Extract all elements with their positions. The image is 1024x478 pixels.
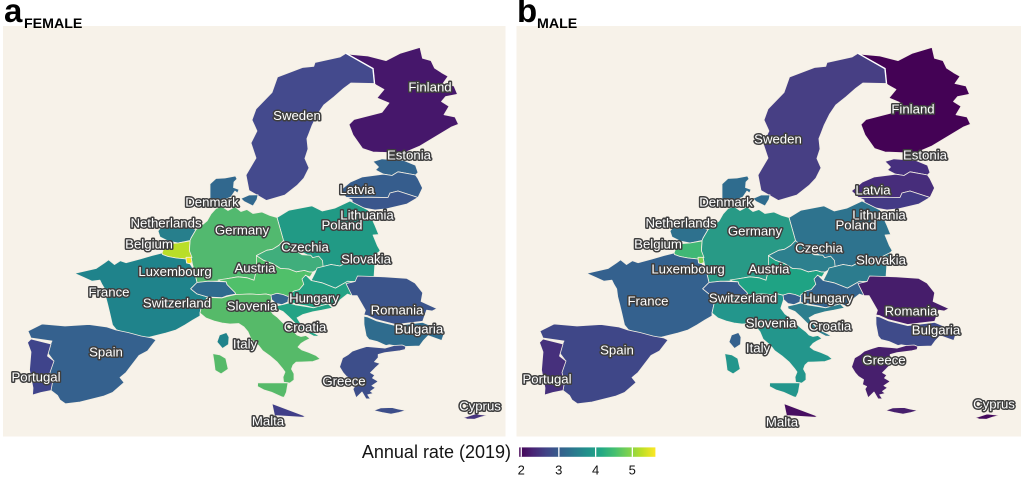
svg-text:Croatia: Croatia (809, 319, 852, 334)
svg-text:Finland: Finland (891, 102, 934, 117)
svg-text:Spain: Spain (89, 345, 123, 360)
svg-text:France: France (88, 285, 129, 300)
svg-text:Austria: Austria (748, 262, 790, 277)
svg-text:Slovakia: Slovakia (341, 252, 392, 267)
svg-text:4: 4 (592, 463, 599, 478)
svg-text:Lithuania: Lithuania (340, 208, 394, 223)
svg-text:Italy: Italy (746, 341, 771, 356)
svg-text:5: 5 (629, 463, 636, 478)
svg-text:Annual rate (2019): Annual rate (2019) (362, 442, 511, 462)
svg-text:Finland: Finland (408, 80, 451, 95)
svg-text:Denmark: Denmark (185, 195, 239, 210)
svg-text:Slovenia: Slovenia (746, 316, 797, 331)
svg-text:Cyprus: Cyprus (459, 399, 501, 414)
svg-text:MALE: MALE (537, 16, 577, 32)
svg-text:b: b (517, 0, 537, 29)
svg-text:Luxembourg: Luxembourg (138, 264, 211, 279)
svg-text:Netherlands: Netherlands (130, 216, 202, 231)
svg-text:Lithuania: Lithuania (852, 208, 906, 223)
svg-text:Hungary: Hungary (289, 291, 339, 306)
svg-text:Romania: Romania (885, 304, 938, 319)
svg-text:Switzerland: Switzerland (143, 296, 211, 311)
svg-text:Slovenia: Slovenia (227, 299, 278, 314)
svg-text:Latvia: Latvia (339, 182, 375, 197)
svg-text:Bulgaria: Bulgaria (395, 322, 444, 337)
svg-text:Poland: Poland (835, 218, 876, 233)
svg-text:Slovakia: Slovakia (856, 253, 907, 268)
svg-text:Spain: Spain (600, 343, 634, 358)
svg-text:Austria: Austria (234, 261, 276, 276)
svg-text:Poland: Poland (321, 218, 362, 233)
svg-text:Czechia: Czechia (795, 241, 843, 256)
svg-text:Belgium: Belgium (125, 237, 173, 252)
svg-text:Malta: Malta (766, 415, 799, 430)
svg-text:Belgium: Belgium (634, 237, 682, 252)
svg-text:a: a (4, 0, 23, 29)
svg-text:Greece: Greece (322, 374, 365, 389)
svg-text:Germany: Germany (728, 224, 783, 239)
svg-text:Czechia: Czechia (281, 240, 329, 255)
svg-text:Netherlands: Netherlands (645, 216, 717, 231)
svg-text:Germany: Germany (215, 223, 270, 238)
svg-text:France: France (627, 294, 668, 309)
svg-text:Sweden: Sweden (754, 132, 802, 147)
svg-text:Latvia: Latvia (855, 183, 891, 198)
svg-text:Croatia: Croatia (284, 320, 327, 335)
svg-text:Estonia: Estonia (387, 148, 432, 163)
svg-text:Sweden: Sweden (273, 108, 321, 123)
svg-text:2: 2 (518, 463, 525, 478)
svg-text:Hungary: Hungary (803, 291, 853, 306)
svg-text:FEMALE: FEMALE (24, 16, 82, 32)
svg-text:Portugal: Portugal (522, 372, 571, 387)
svg-text:Romania: Romania (371, 303, 424, 318)
svg-text:Estonia: Estonia (903, 148, 948, 163)
svg-text:Greece: Greece (862, 353, 905, 368)
svg-text:Portugal: Portugal (11, 370, 60, 385)
svg-text:Denmark: Denmark (699, 195, 753, 210)
svg-text:3: 3 (555, 463, 562, 478)
svg-text:Luxembourg: Luxembourg (651, 262, 724, 277)
svg-text:Switzerland: Switzerland (709, 291, 777, 306)
svg-text:Italy: Italy (233, 337, 258, 352)
svg-text:Malta: Malta (252, 414, 285, 429)
svg-text:Bulgaria: Bulgaria (912, 323, 961, 338)
svg-text:Cyprus: Cyprus (973, 397, 1015, 412)
